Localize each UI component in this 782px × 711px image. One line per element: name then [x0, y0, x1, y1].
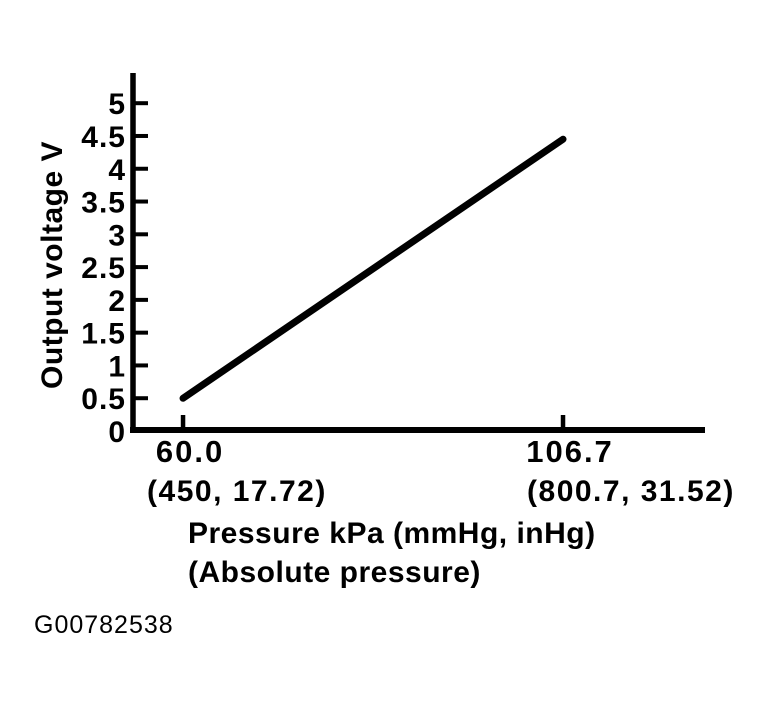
y-tick-label: 2.5	[81, 252, 126, 285]
x-tick-label: 60.0	[156, 434, 224, 469]
y-tick-label: 4.5	[81, 121, 126, 154]
y-tick-label: 0	[108, 416, 126, 449]
x-tick-sublabel: (450, 17.72)	[147, 475, 327, 508]
y-tick-label: 1.5	[81, 318, 126, 351]
y-tick-label: 1	[108, 350, 126, 383]
x-tick-sublabel: (800.7, 31.52)	[527, 475, 735, 508]
x-axis-title-line1: Pressure kPa (mmHg, inHg)	[188, 517, 596, 550]
figure-code: G00782538	[34, 611, 174, 639]
x-axis-title-line2: (Absolute pressure)	[188, 556, 481, 589]
y-tick-label: 5	[108, 88, 126, 121]
y-tick-label: 3.5	[81, 187, 126, 220]
data-line-map-sensor-output	[179, 135, 567, 402]
y-tick-label: 0.5	[81, 383, 126, 416]
x-tick-label: 106.7	[526, 434, 614, 469]
y-axis-title: Output voltage V	[36, 141, 69, 389]
y-tick-label: 2	[108, 285, 126, 318]
y-tick-label: 3	[108, 219, 126, 252]
y-tick-label: 4	[108, 154, 126, 187]
